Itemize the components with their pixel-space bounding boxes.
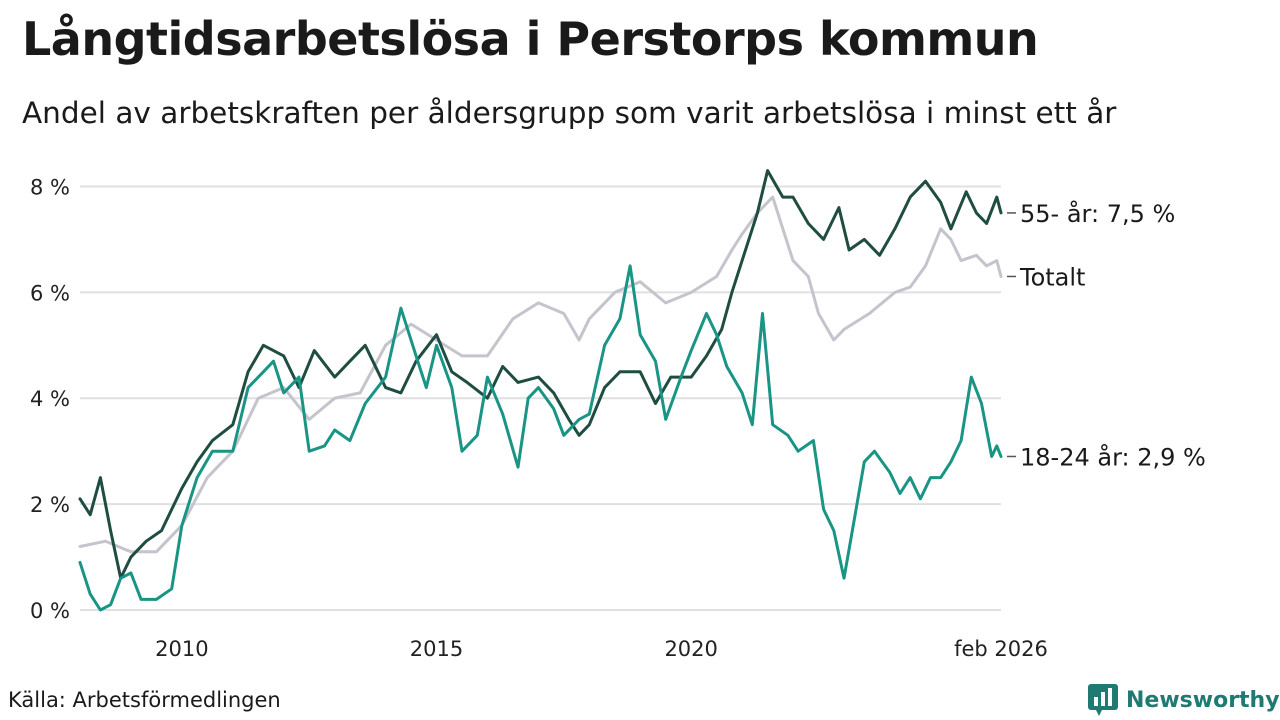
series-line-totalt (78, 195, 1003, 554)
chart-subtitle: Andel av arbetskraften per åldersgrupp s… (22, 96, 1117, 130)
series-labels: Totalt 55- år: 7,5 % 18-24 år: 2,9 % (1007, 199, 1206, 471)
y-tick-label: 4 % (30, 387, 70, 411)
series-end-label: Totalt (1019, 263, 1085, 291)
x-tick-label: 2015 (410, 637, 463, 661)
x-tick-label: 2020 (664, 637, 717, 661)
brand-logo[interactable]: Newsworthy (1088, 684, 1280, 716)
y-tick-label: 8 % (30, 175, 70, 199)
y-tick-label: 2 % (30, 493, 70, 517)
series-layer (78, 169, 1003, 612)
grid-layer (80, 185, 1001, 611)
series-end-label: 55- år: 7,5 % (1020, 199, 1175, 228)
y-axis-ticks: 0 % 2 % 4 % 6 % 8 % (30, 175, 70, 623)
x-tick-label: feb 2026 (954, 637, 1048, 661)
y-tick-label: 0 % (30, 599, 70, 623)
series-end-label: 18-24 år: 2,9 % (1020, 442, 1206, 471)
brand-name: Newsworthy (1126, 687, 1280, 713)
series-line-18-24-r (78, 264, 1003, 612)
newsworthy-logo-icon (1088, 684, 1118, 716)
x-tick-label: 2010 (155, 637, 208, 661)
series-line-55-r (78, 169, 1003, 580)
y-tick-label: 6 % (30, 281, 70, 305)
source-note: Källa: Arbetsförmedlingen (8, 688, 281, 712)
x-axis-ticks: 2010 2015 2020 feb 2026 (155, 637, 1048, 661)
chart-title: Långtidsarbetslösa i Perstorps kommun (22, 12, 1039, 66)
